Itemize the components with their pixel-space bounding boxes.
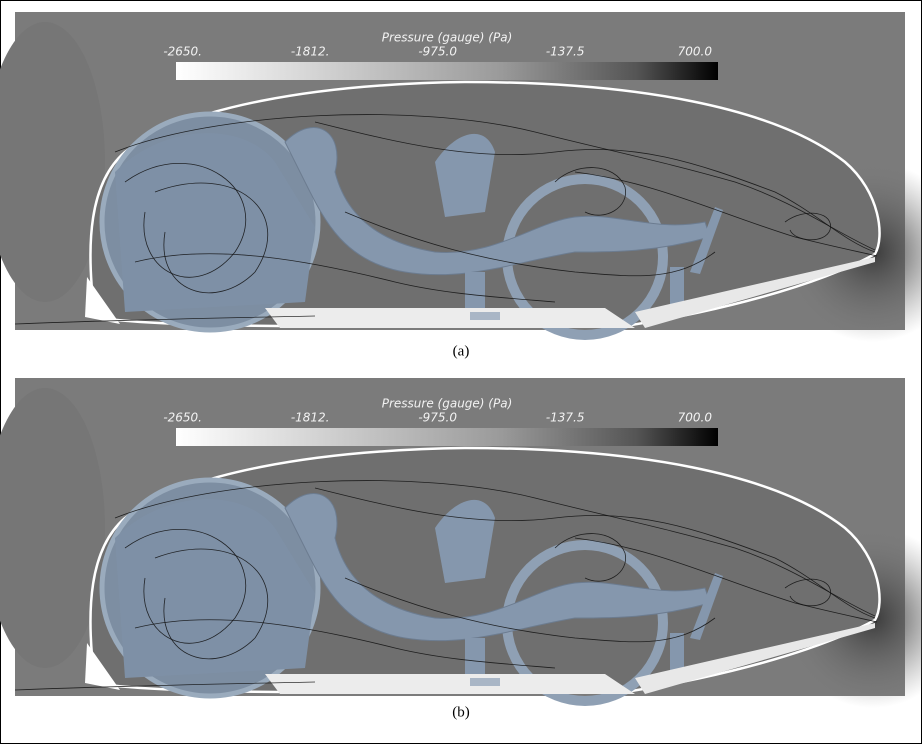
colorbar-label: -137.5 xyxy=(546,45,585,59)
cfd-image xyxy=(0,378,922,708)
colorbar xyxy=(176,428,718,446)
colorbar-label: 700.0 xyxy=(678,411,713,425)
cfd-image xyxy=(0,12,922,342)
colorbar-title: Pressure (gauge) (Pa) xyxy=(382,31,513,45)
colorbar-label: -2650. xyxy=(163,45,202,59)
colorbar-label: -2650. xyxy=(163,411,202,425)
colorbar-label: -975.0 xyxy=(418,45,457,59)
figure: Pressure (gauge) (Pa) -2650. -1812. -975.0 -… xyxy=(0,0,922,744)
colorbar-label: -137.5 xyxy=(546,411,585,425)
panel: Pressure (gauge) (Pa) -2650. -1812. -975.0 -… xyxy=(0,378,922,708)
colorbar-label: 700.0 xyxy=(678,45,713,59)
colorbar-label: -975.0 xyxy=(418,411,457,425)
panel: Pressure (gauge) (Pa) -2650. -1812. -975.0 -… xyxy=(0,12,922,342)
caption: (b) xyxy=(452,704,470,720)
colorbar xyxy=(176,62,718,80)
colorbar-title: Pressure (gauge) (Pa) xyxy=(382,397,513,411)
colorbar-label: -1812. xyxy=(291,411,330,425)
colorbar-label: -1812. xyxy=(291,45,330,59)
caption: (a) xyxy=(453,343,470,359)
